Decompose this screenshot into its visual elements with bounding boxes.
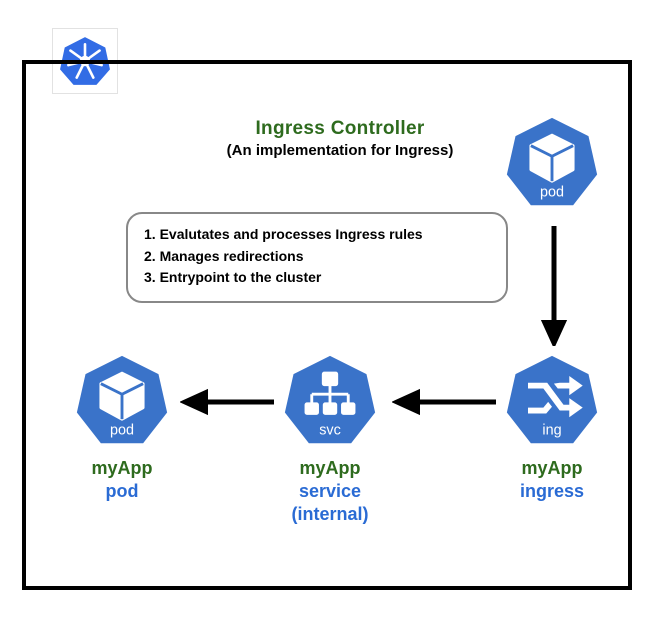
arrow-left-icon (180, 384, 278, 420)
label-kind2: (internal) (260, 504, 400, 525)
node-caption: ing (542, 423, 561, 439)
node-service: svc (282, 352, 378, 448)
label-app-pod: myApp pod (60, 458, 184, 502)
title-block: Ingress Controller (An implementation fo… (190, 118, 490, 159)
title-main: Ingress Controller (190, 118, 490, 140)
label-service: myApp service (internal) (260, 458, 400, 525)
info-line-2: 2. Manages redirections (144, 246, 490, 268)
info-line-1: 1. Evalutates and processes Ingress rule… (144, 224, 490, 246)
node-ingress: ing (504, 352, 600, 448)
node-caption: pod (540, 185, 564, 201)
arrow-down-icon (536, 222, 572, 346)
node-caption: pod (110, 423, 134, 439)
info-box: 1. Evalutates and processes Ingress rule… (126, 212, 508, 303)
node-app-pod: pod (74, 352, 170, 448)
label-ingress: myApp ingress (490, 458, 614, 502)
title-sub: (An implementation for Ingress) (190, 142, 490, 159)
label-kind: pod (60, 481, 184, 502)
info-line-3: 3. Entrypoint to the cluster (144, 267, 490, 289)
label-kind: service (260, 481, 400, 502)
node-controller-pod: pod (504, 114, 600, 210)
arrow-left-icon (392, 384, 500, 420)
label-kind: ingress (490, 481, 614, 502)
node-caption: svc (319, 423, 341, 439)
label-app: myApp (490, 458, 614, 479)
label-app: myApp (60, 458, 184, 479)
label-app: myApp (260, 458, 400, 479)
